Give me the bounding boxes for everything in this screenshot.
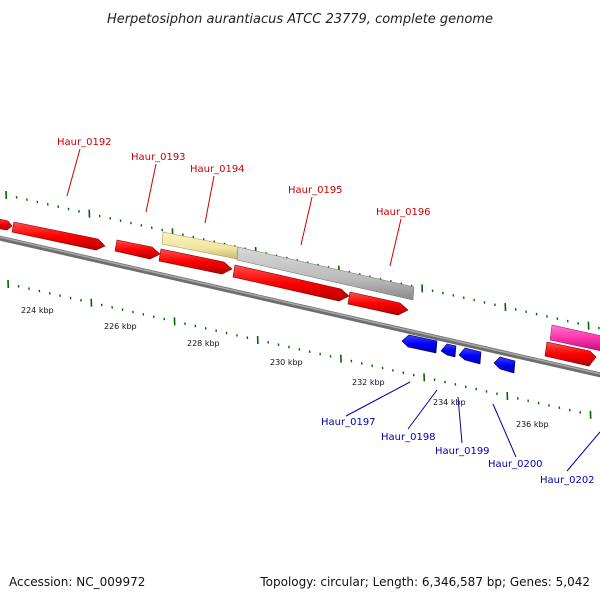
gene-label[interactable]: Haur_0200: [488, 459, 543, 470]
gene-arrow[interactable]: [440, 343, 457, 358]
scale-label: 226 kbp: [104, 322, 137, 331]
gene-arrow[interactable]: [493, 356, 516, 374]
scale-label: 230 kbp: [270, 358, 303, 367]
label-leader-line: [300, 196, 313, 246]
scale-label: 224 kbp: [21, 306, 54, 315]
gene-label[interactable]: Haur_0198: [381, 432, 436, 443]
genome-ruler-line: [0, 235, 600, 378]
gene-label[interactable]: Haur_0199: [435, 446, 490, 457]
gene-label[interactable]: Haur_0195: [288, 185, 343, 196]
scale-label: 236 kbp: [516, 420, 549, 429]
highlight-gene-bar[interactable]: [549, 324, 600, 352]
gene-arrow[interactable]: [401, 334, 438, 354]
rna-gene-bar[interactable]: [236, 246, 415, 301]
label-leader-line: [204, 175, 215, 224]
forward-gene-track: [0, 218, 597, 367]
label-leader-line: [145, 163, 157, 213]
label-leader-line: [457, 396, 463, 444]
gene-label[interactable]: Haur_0192: [57, 137, 112, 148]
scale-label: 228 kbp: [187, 339, 220, 348]
gene-label[interactable]: Haur_0197: [321, 417, 376, 428]
accession-text: Accession: NC_009972: [9, 575, 145, 589]
label-leader-line: [345, 381, 411, 417]
gene-arrow[interactable]: [458, 347, 482, 365]
gene-label[interactable]: Haur_0194: [190, 164, 245, 175]
gene-label[interactable]: Haur_0196: [376, 207, 431, 218]
gene-arrow[interactable]: [232, 264, 350, 302]
label-leader-line: [566, 431, 600, 472]
genome-title: Herpetosiphon aurantiacus ATCC 23779, co…: [107, 12, 493, 27]
genome-ruler-highlight: [0, 236, 600, 375]
scale-label: 234 kbp: [433, 398, 466, 407]
forward-gene-labels: Haur_0192 Haur_0193 Haur_0194 Haur_0195 …: [57, 137, 431, 267]
reverse-gene-labels: Haur_0197 Haur_0198 Haur_0199 Haur_0200 …: [321, 381, 600, 486]
gene-arrow[interactable]: [11, 221, 106, 251]
label-leader-line: [492, 403, 517, 458]
label-leader-line: [66, 148, 81, 197]
genome-stats-text: Topology: circular; Length: 6,346,587 bp…: [259, 575, 590, 589]
reverse-tick-row: [7, 279, 592, 419]
label-leader-line: [407, 389, 438, 430]
gene-arrow[interactable]: [114, 239, 161, 260]
scale-labels: 224 kbp 226 kbp 228 kbp 230 kbp 232 kbp …: [21, 306, 549, 429]
label-leader-line: [389, 218, 402, 267]
gene-arrow[interactable]: [347, 291, 409, 316]
feature-track: [161, 231, 600, 352]
gene-arrow[interactable]: [0, 218, 13, 231]
gene-arrow[interactable]: [544, 341, 597, 367]
gene-arrow[interactable]: [158, 248, 233, 275]
gene-label[interactable]: Haur_0193: [131, 152, 186, 163]
scale-label: 232 kbp: [352, 378, 385, 387]
reverse-gene-track: [401, 334, 516, 374]
gene-label[interactable]: Haur_0202: [540, 475, 595, 486]
